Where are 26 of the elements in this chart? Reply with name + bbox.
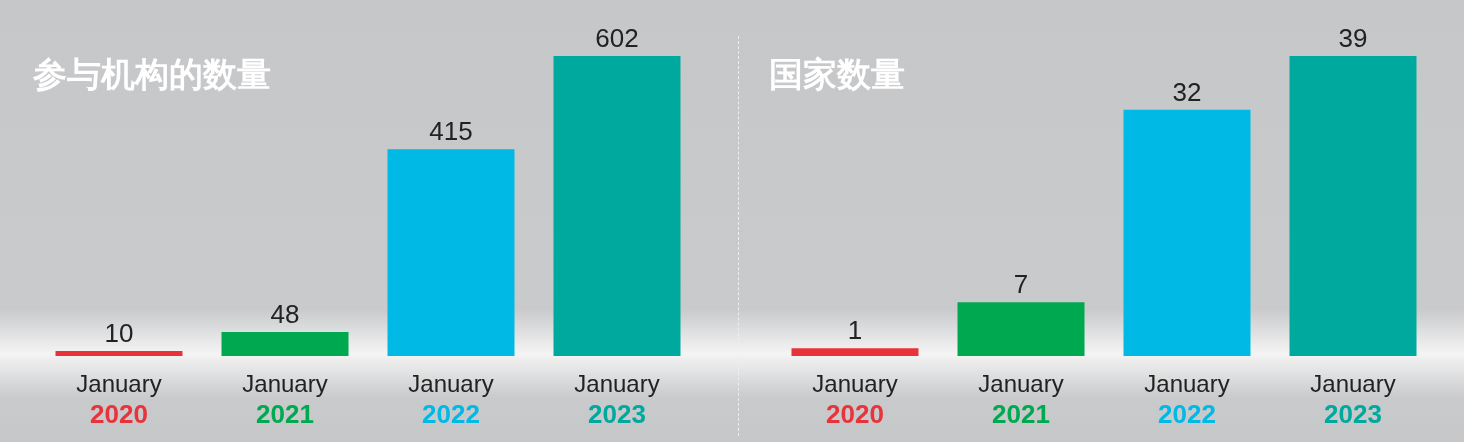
chart-title: 参与机构的数量	[32, 54, 271, 94]
bar	[553, 56, 681, 356]
chart-title: 国家数量	[769, 54, 905, 94]
bar	[957, 302, 1085, 356]
data-label: 415	[429, 116, 473, 147]
bar	[55, 351, 183, 356]
data-label: 10	[104, 318, 134, 349]
x-tick-label: January 2023	[574, 369, 660, 429]
data-label: 39	[1338, 23, 1368, 53]
data-label: 1	[847, 315, 863, 346]
x-tick-label: January 2023	[1310, 369, 1396, 429]
bar	[387, 149, 515, 356]
bar	[1123, 109, 1251, 356]
x-tick-label: January 2022	[408, 369, 494, 429]
x-tick-label: January 2021	[978, 369, 1064, 429]
data-label: 32	[1172, 76, 1202, 107]
data-label: 7	[1013, 269, 1029, 300]
bar	[791, 348, 919, 356]
bar	[221, 332, 349, 356]
x-tick-label: January 2020	[76, 369, 162, 429]
data-label: 602	[595, 23, 639, 53]
x-tick-label: January 2021	[242, 369, 328, 429]
bar	[1289, 56, 1417, 356]
x-tick-label: January 2020	[812, 369, 898, 429]
data-label: 48	[270, 299, 300, 330]
x-tick-label: January 2022	[1144, 369, 1230, 429]
